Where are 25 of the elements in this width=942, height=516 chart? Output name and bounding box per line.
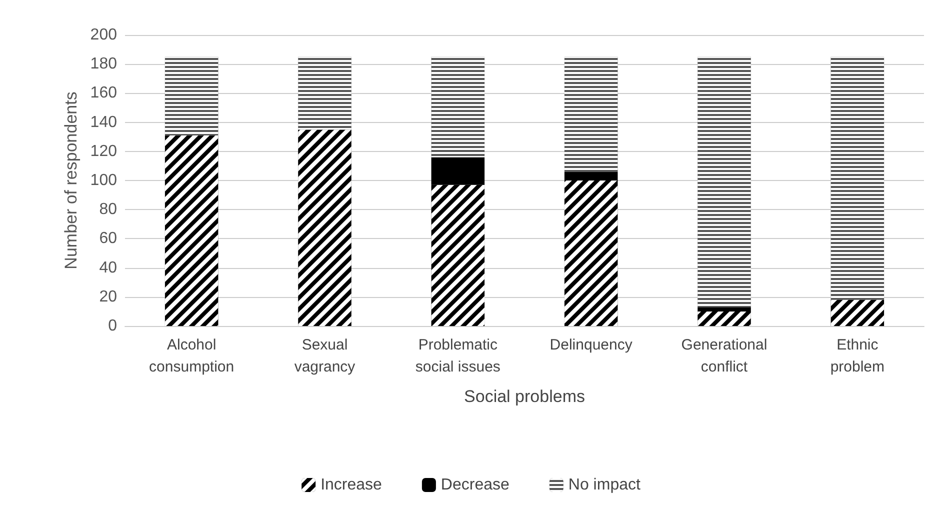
- legend-label: No impact: [568, 476, 641, 494]
- y-tick-label: 20: [99, 288, 118, 306]
- y-tick-label: 180: [90, 56, 118, 73]
- legend-label: Decrease: [440, 476, 510, 494]
- y-tick-label: 40: [99, 259, 118, 276]
- y-tick-label: 160: [90, 84, 118, 102]
- y-tick-label: 0: [108, 318, 118, 334]
- bar: [564, 172, 618, 180]
- y-tick-label: 140: [90, 114, 118, 131]
- y-tick-label: 100: [90, 172, 118, 189]
- x-tick-label: Generational conflict: [681, 336, 768, 376]
- x-axis-title: Social problems: [464, 387, 585, 406]
- x-tick-label: Problematic social issues: [415, 336, 500, 376]
- bar: [698, 307, 751, 312]
- y-axis-title: Number of respondents: [61, 92, 80, 270]
- y-tick-label: 200: [90, 26, 118, 44]
- x-tick-label: Ethnic problem: [830, 336, 885, 376]
- x-tick-label: Alcohol consumption: [149, 336, 234, 376]
- y-tick-label: 60: [99, 230, 118, 248]
- legend-label: Increase: [320, 476, 382, 494]
- bar: [431, 157, 485, 185]
- y-tick-label: 120: [90, 142, 118, 160]
- y-tick-label: 80: [99, 201, 118, 218]
- x-tick-label: Delinquency: [550, 336, 633, 354]
- x-tick-label: Sexual vagrancy: [294, 336, 356, 376]
